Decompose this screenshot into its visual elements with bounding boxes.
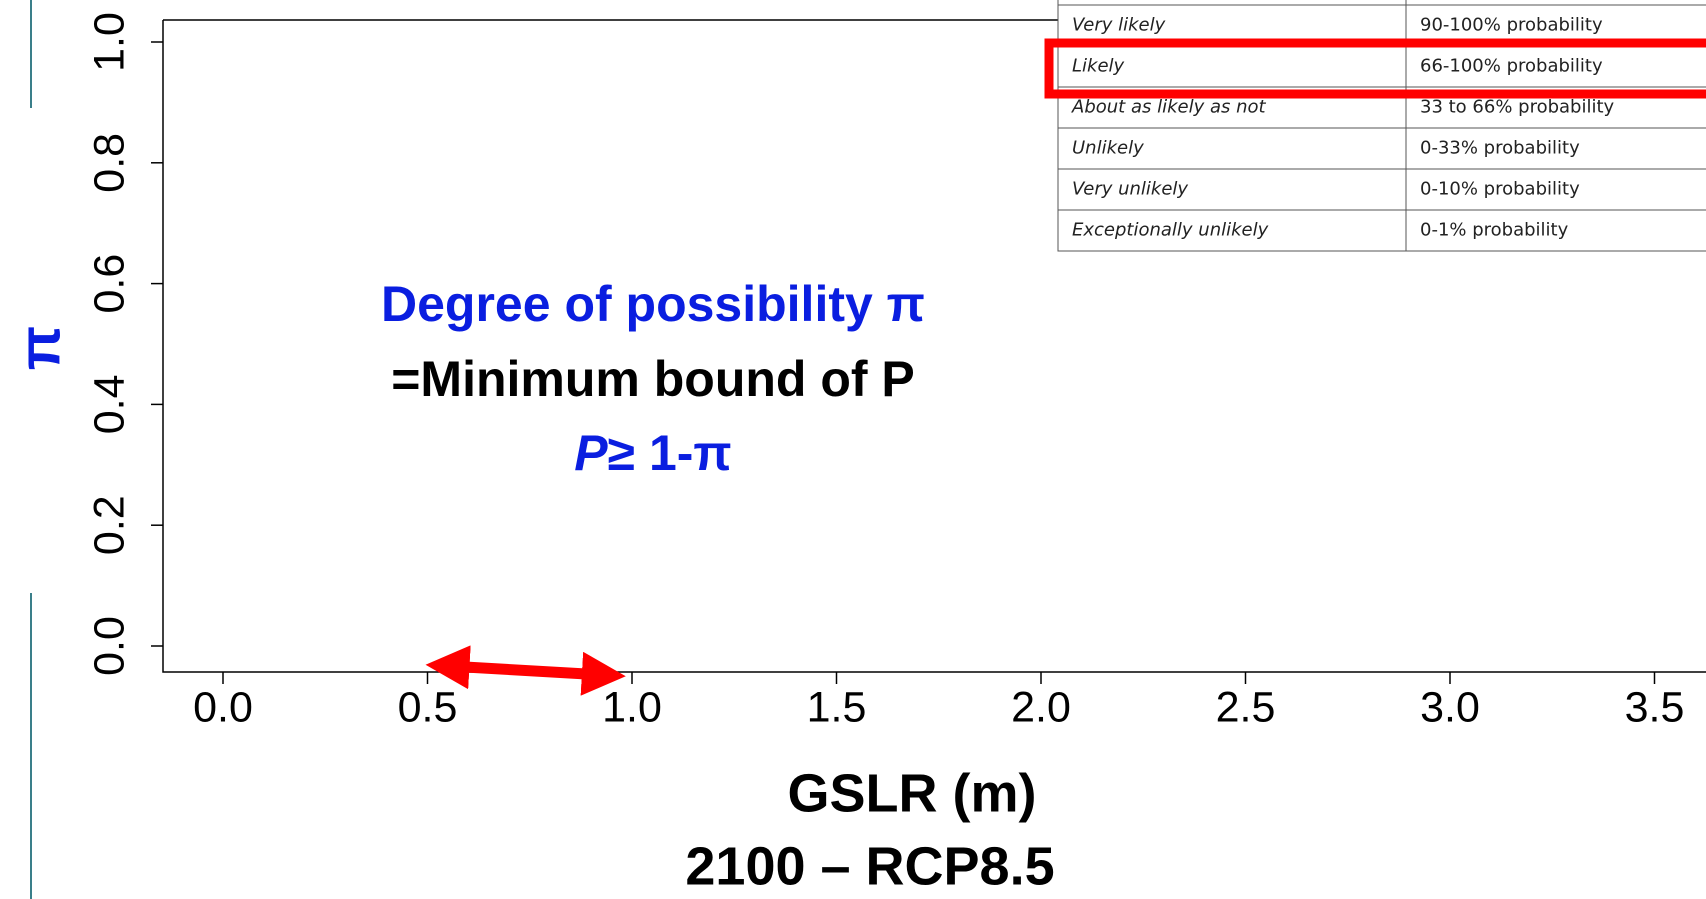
table-cell: 90-100% probability [1420,15,1603,36]
x-tick-label: 3.5 [1625,683,1685,731]
table-cell: Unlikely [1072,138,1144,159]
y-tick-label: 0.2 [85,495,133,555]
range-arrow [425,645,626,696]
x-tick-label: 1.5 [807,683,867,731]
x-tick-label: 0.0 [193,683,253,731]
y-tick-label: 0.6 [85,254,133,314]
annotation: P≥ 1-π [574,425,731,481]
annotation-part: P [574,425,608,481]
x-tick-label: 2.5 [1216,683,1276,731]
x-tick-label: 2.0 [1011,683,1071,731]
x-tick-label: 1.0 [602,683,662,731]
plot-frame [162,19,1706,673]
annotation: Degree of possibility π [381,276,925,332]
annotation: =Minimum bound of P [391,351,915,407]
y-tick-label: 0.0 [85,616,133,676]
table-cell: Very likely [1072,15,1166,36]
x-axis-label: GSLR (m) [788,763,1037,823]
x-axis-label: 2100 – RCP8.5 [685,836,1054,896]
table-cell: 0-1% probability [1420,220,1569,241]
x-tick-label: 3.0 [1420,683,1480,731]
y-tick-label: 0.8 [85,133,133,193]
highlight-box [1044,38,1706,99]
table-cell: 0-10% probability [1420,179,1580,200]
table-bg [1057,0,1706,252]
y-tick-label: 0.4 [85,375,133,435]
annotation-part: ≥ 1-π [608,425,732,481]
table-cell: Likely [1072,56,1125,77]
table-cell: 0-33% probability [1420,138,1580,159]
table-cell: Exceptionally unlikely [1072,220,1269,241]
x-tick-label: 0.5 [398,683,458,731]
table-cell: Very unlikely [1072,179,1188,200]
table-cell: 66-100% probability [1420,56,1603,77]
table-cell: About as likely as not [1071,97,1266,118]
table-cell: 33 to 66% probability [1420,97,1615,118]
y-axis-label: π [7,326,72,370]
y-tick-label: 1.0 [85,12,133,72]
likelihood-table: Very likely 90-100% probability Likely 66-1… [1044,0,1706,252]
